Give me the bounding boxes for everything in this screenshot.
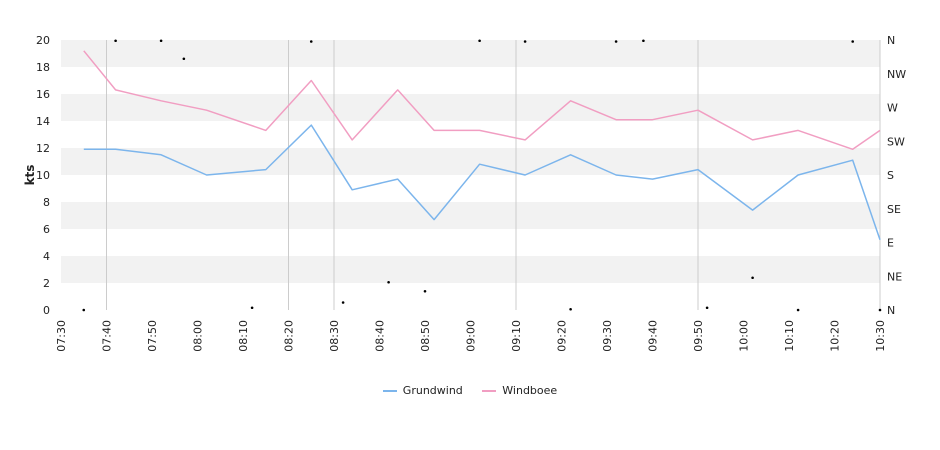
y-tick-label: 10: [36, 169, 50, 182]
direction-point: [614, 40, 618, 43]
plot-bands: [61, 40, 880, 310]
plot-band: [61, 67, 880, 94]
direction-tick-label: N: [887, 304, 895, 317]
y-tick-label: 4: [43, 250, 50, 263]
direction-point: [309, 40, 313, 43]
y-tick-label: 0: [43, 304, 50, 317]
direction-tick-label: SE: [887, 203, 901, 216]
y-tick-label: 14: [36, 115, 50, 128]
series-line-grundwind: [83, 124, 881, 241]
direction-tick-label: W: [887, 102, 898, 115]
legend-swatch-windboee: [482, 390, 497, 392]
x-tick-label: 08:30: [328, 320, 341, 352]
x-tick-label: 10:30: [874, 320, 887, 352]
legend-item-windboee[interactable]: Windboee: [482, 384, 557, 397]
x-tick-label: 10:10: [783, 320, 796, 352]
direction-point: [341, 301, 345, 304]
direction-points: [82, 39, 882, 312]
x-tick-label: 08:00: [192, 320, 205, 352]
direction-point: [705, 306, 709, 310]
direction-point: [182, 57, 186, 61]
y-axis-label: kts: [23, 165, 37, 186]
x-tick-label: 10:20: [829, 320, 842, 352]
y-tick-label: 2: [43, 277, 50, 290]
direction-point: [159, 39, 163, 43]
direction-tick-label: NE: [887, 270, 902, 283]
plot-band: [61, 229, 880, 256]
plot-band: [61, 40, 880, 67]
x-tick-label: 08:40: [374, 320, 387, 352]
series-lines: [83, 50, 881, 241]
plot-band: [61, 283, 880, 310]
direction-tick-label: SW: [887, 135, 905, 148]
x-tick-label: 09:40: [647, 320, 660, 352]
x-tick-label: 08:20: [283, 320, 296, 352]
y-tick-label: 6: [43, 223, 50, 236]
direction-point: [751, 276, 754, 280]
direction-tick-label: N: [887, 34, 895, 47]
x-tick-label: 08:10: [237, 320, 250, 352]
x-tick-label: 08:50: [419, 320, 432, 352]
direction-point: [478, 39, 481, 43]
direction-point: [642, 39, 645, 43]
legend-label-windboee: Windboee: [502, 384, 558, 397]
x-tick-label: 09:00: [465, 320, 478, 352]
direction-point: [569, 307, 572, 311]
direction-point: [851, 40, 854, 43]
plot-band: [61, 256, 880, 283]
legend-item-grundwind[interactable]: Grundwind: [382, 384, 463, 397]
plot-band: [61, 202, 880, 229]
direction-point: [250, 306, 254, 310]
x-tick-label: 09:30: [601, 320, 614, 352]
y-tick-label: 8: [43, 196, 50, 209]
legend-label-grundwind: Grundwind: [402, 384, 463, 397]
series-line-windboee: [83, 50, 881, 151]
x-tick-label: 10:00: [738, 320, 751, 352]
plot-band: [61, 175, 880, 202]
legend-swatch-grundwind: [382, 390, 397, 392]
y-axis-right-direction: N NE E SE S SW W NW N: [887, 34, 906, 317]
x-tick-label: 09:50: [692, 320, 705, 352]
y-tick-label: 12: [36, 142, 50, 155]
direction-point: [796, 308, 800, 312]
y-tick-label: 16: [36, 88, 50, 101]
direction-point: [114, 39, 117, 43]
vertical-gridlines: [106, 40, 881, 310]
direction-point: [387, 280, 390, 284]
direction-tick-label: NW: [887, 68, 906, 81]
x-tick-label: 07:30: [55, 320, 68, 352]
direction-point: [878, 308, 882, 312]
x-tick-label: 07:40: [101, 320, 114, 352]
direction-tick-label: E: [887, 237, 894, 250]
x-tick-label: 09:10: [510, 320, 523, 352]
plot-band: [61, 148, 880, 175]
direction-point: [423, 289, 427, 293]
y-tick-label: 20: [36, 34, 50, 47]
x-tick-label: 07:50: [146, 320, 159, 352]
x-axis: 07:30 07:40 07:50 08:00 08:10 08:20 08:30 08:40…: [55, 320, 887, 352]
direction-point: [523, 40, 527, 43]
direction-tick-label: S: [887, 169, 894, 182]
plot-band: [61, 121, 880, 148]
x-tick-label: 09:20: [556, 320, 569, 352]
legend: Grundwind Windboee: [0, 384, 940, 397]
direction-point: [82, 308, 86, 312]
y-tick-label: 18: [36, 61, 50, 74]
y-axis-left: 0 2 4 6 8 10 12 14 16 18 20: [36, 34, 50, 317]
plot-band: [61, 94, 880, 121]
